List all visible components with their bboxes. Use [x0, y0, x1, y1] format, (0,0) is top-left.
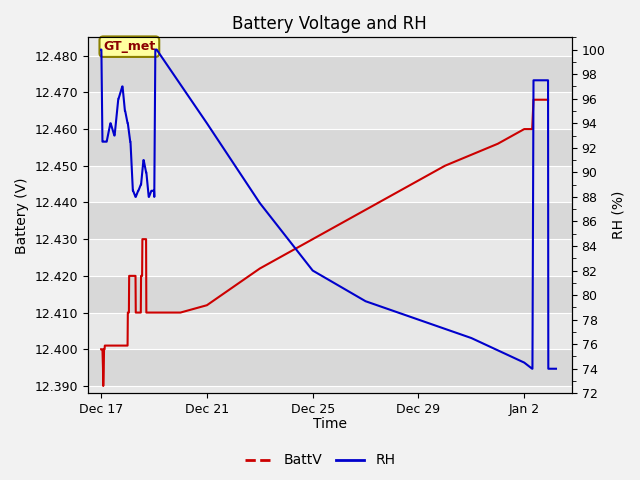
Bar	[88, 56, 572, 92]
Bar	[88, 92, 572, 129]
Legend: BattV, RH: BattV, RH	[239, 448, 401, 473]
Bar	[88, 129, 572, 166]
Title: Battery Voltage and RH: Battery Voltage and RH	[232, 15, 428, 33]
Bar	[88, 239, 572, 276]
Bar	[88, 166, 572, 203]
Y-axis label: RH (%): RH (%)	[611, 191, 625, 240]
Y-axis label: Battery (V): Battery (V)	[15, 177, 29, 253]
Bar	[88, 203, 572, 239]
X-axis label: Time: Time	[313, 418, 347, 432]
Text: GT_met: GT_met	[103, 40, 156, 53]
Bar	[88, 276, 572, 312]
Bar	[88, 312, 572, 349]
Bar	[88, 349, 572, 386]
